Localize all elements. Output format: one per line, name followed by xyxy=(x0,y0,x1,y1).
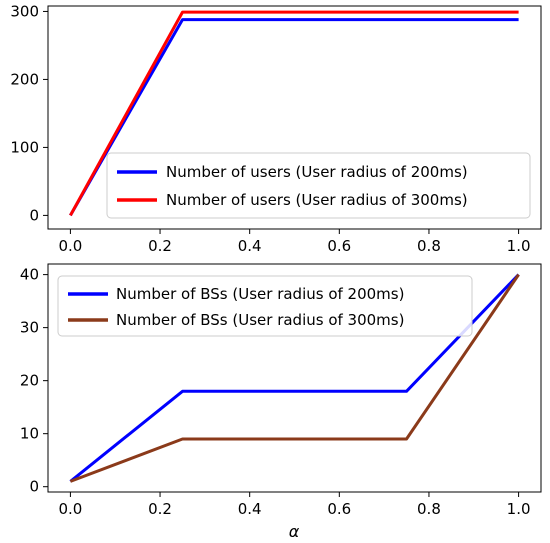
bottom-chart-x-tick-label-4: 0.8 xyxy=(417,500,441,518)
top-chart-x-tick-label-1: 0.2 xyxy=(148,237,172,255)
bottom-chart-x-tick-label-3: 0.6 xyxy=(327,500,351,518)
top-chart-y-tick-label-0: 0 xyxy=(29,206,39,224)
top-chart-x-tick-label-4: 0.8 xyxy=(417,237,441,255)
top-chart-y-tick-label-3: 300 xyxy=(10,2,39,20)
top-chart-y-tick-label-1: 100 xyxy=(10,138,39,156)
bottom-chart-legend: Number of BSs (User radius of 200ms) Num… xyxy=(57,275,473,337)
top-chart-legend-frame xyxy=(106,152,531,219)
bottom-chart-legend-label-1: Number of BSs (User radius of 300ms) xyxy=(116,311,404,329)
top-chart-x-tick-label-5: 1.0 xyxy=(507,237,531,255)
top-chart-x-tick-label-0: 0.0 xyxy=(58,237,82,255)
bottom-chart-y-tick-label-4: 40 xyxy=(20,266,39,284)
top-chart-series-line-1 xyxy=(69,10,519,217)
bottom-chart-series-line-1 xyxy=(69,273,520,483)
bottom-chart-legend-frame xyxy=(57,275,473,337)
bottom-chart-x-axis-label: α xyxy=(289,522,300,541)
top-chart-x-tick-label-2: 0.4 xyxy=(238,237,262,255)
bottom-chart-x-tick-label-0: 0.0 xyxy=(58,500,82,518)
bottom-chart-axes-frame xyxy=(47,263,542,493)
top-chart-x-tick-label-3: 0.6 xyxy=(327,237,351,255)
top-chart-legend-label-1: Number of users (User radius of 300ms) xyxy=(166,191,468,209)
bottom-chart-x-tick-label-2: 0.4 xyxy=(238,500,262,518)
bottom-chart-y-tick-label-3: 30 xyxy=(20,319,39,337)
top-chart-legend-label-0: Number of users (User radius of 200ms) xyxy=(166,163,468,181)
bottom-chart-x-tick-label-1: 0.2 xyxy=(148,500,172,518)
bottom-chart-x-tick-label-5: 1.0 xyxy=(507,500,531,518)
bottom-chart: Number of BSs (User radius of 200ms) Num… xyxy=(20,263,542,541)
top-chart-axes-frame xyxy=(47,5,542,230)
bottom-chart-legend-label-0: Number of BSs (User radius of 200ms) xyxy=(116,285,404,303)
top-chart-y-tick-label-2: 200 xyxy=(10,70,39,88)
top-chart: Number of users (User radius of 200ms) N… xyxy=(10,2,542,255)
bottom-chart-y-tick-label-0: 0 xyxy=(29,478,39,496)
top-chart-legend: Number of users (User radius of 200ms) N… xyxy=(106,152,531,219)
bottom-chart-y-tick-label-1: 10 xyxy=(20,425,39,443)
bottom-chart-y-tick-label-2: 20 xyxy=(20,372,39,390)
